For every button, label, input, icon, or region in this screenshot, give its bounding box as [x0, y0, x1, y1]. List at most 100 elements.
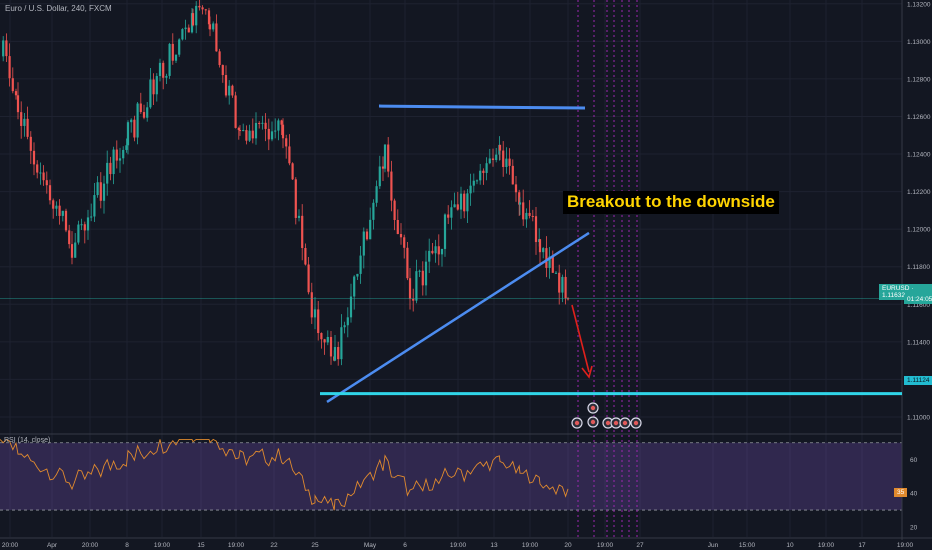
candle-body: [369, 219, 372, 240]
time-tick-label: 27: [636, 542, 644, 549]
candle-body: [218, 51, 221, 66]
event-icon-dot: [590, 419, 596, 425]
time-tick-label: Jun: [708, 542, 719, 549]
rsi-value-tag: 35: [894, 488, 908, 497]
candle-body: [554, 272, 558, 274]
rsi-tick-label: 60: [910, 457, 918, 464]
candle-body: [201, 7, 204, 10]
candle-body: [102, 183, 106, 201]
price-tick-label: 1.12000: [907, 227, 931, 234]
candle-body: [174, 54, 178, 61]
candle-body: [126, 122, 130, 146]
rsi-band: [0, 442, 902, 511]
candle-body: [115, 149, 118, 161]
rsi-tick-label: 40: [910, 491, 918, 498]
candle-body: [310, 292, 313, 318]
candle-body: [42, 172, 45, 181]
candle-body: [77, 224, 80, 243]
candle-body: [323, 339, 326, 343]
candle-body: [133, 119, 136, 138]
candle-body: [431, 250, 434, 254]
candle-body: [403, 237, 406, 248]
candle-body: [383, 144, 387, 169]
candle-body: [514, 184, 518, 193]
candle-body: [387, 144, 390, 172]
candle-body: [450, 207, 453, 218]
candle-body: [207, 10, 211, 25]
candle-body: [428, 250, 431, 262]
candle-body: [551, 256, 554, 273]
candle-body: [8, 56, 11, 79]
candle-body: [337, 347, 340, 360]
time-tick-label: Apr: [47, 542, 58, 549]
candle-body: [356, 273, 359, 277]
candle-body: [502, 150, 505, 167]
time-tick-label: 13: [490, 542, 498, 549]
candle-body: [346, 317, 349, 326]
candle-body: [390, 171, 393, 201]
candle-body: [372, 202, 375, 220]
candle-body: [245, 130, 248, 141]
candle-body: [443, 214, 447, 249]
candle-body: [16, 95, 20, 113]
candle-body: [136, 103, 139, 138]
candle-body: [359, 255, 362, 274]
event-icon-dot: [633, 420, 639, 426]
time-tick-label: 20:00: [82, 542, 99, 549]
candle-body: [251, 130, 254, 139]
down-arrow-head: [581, 365, 593, 379]
candle-body: [522, 202, 525, 220]
candle-body: [36, 164, 39, 173]
candle-body: [237, 127, 240, 131]
price-tick-label: 1.12200: [907, 189, 931, 196]
candle-body: [381, 166, 385, 169]
candle-body: [48, 185, 52, 201]
candle-body: [118, 158, 122, 161]
candle-body: [23, 118, 26, 126]
candle-body: [242, 130, 245, 132]
candle-body: [58, 205, 61, 216]
candle-body: [353, 276, 356, 297]
time-tick-label: 17: [858, 542, 866, 549]
candle-body: [130, 119, 133, 123]
candle-body: [270, 131, 274, 140]
candle-body: [424, 261, 428, 286]
candle-body: [437, 246, 440, 255]
candle-body: [340, 327, 343, 360]
candle-body: [39, 172, 42, 174]
candle-body: [68, 230, 71, 245]
time-tick-label: 6: [403, 542, 407, 549]
candle-body: [329, 336, 333, 357]
price-axis-panel: [902, 0, 932, 550]
price-tick-label: 1.11000: [907, 414, 930, 421]
candle-body: [566, 298, 570, 300]
rsi-title: RSI (14, close): [4, 437, 51, 444]
candle-body: [362, 231, 365, 256]
candle-body: [234, 95, 237, 128]
candle-body: [542, 248, 545, 253]
candle-body: [215, 23, 218, 52]
candle-body: [561, 276, 564, 293]
candle-body: [258, 122, 261, 124]
candle-body: [274, 130, 277, 132]
time-tick-label: 20: [564, 542, 572, 549]
candle-body: [488, 158, 491, 164]
time-tick-label: 19:00: [818, 542, 835, 549]
candle-body: [52, 200, 55, 209]
candle-body: [139, 103, 142, 113]
candle-body: [317, 309, 320, 334]
candle-body: [418, 270, 421, 272]
candle-body: [171, 43, 174, 61]
candle-body: [74, 242, 77, 258]
candle-body: [304, 248, 307, 265]
candle-body: [528, 212, 531, 216]
candle-body: [498, 144, 502, 151]
candle-body: [375, 186, 378, 203]
event-icon-dot: [605, 420, 611, 426]
candle-body: [508, 158, 511, 166]
candle-body: [399, 233, 403, 238]
time-tick-label: 25: [311, 542, 319, 549]
candle-body: [32, 150, 36, 165]
event-icon-dot: [622, 420, 628, 426]
